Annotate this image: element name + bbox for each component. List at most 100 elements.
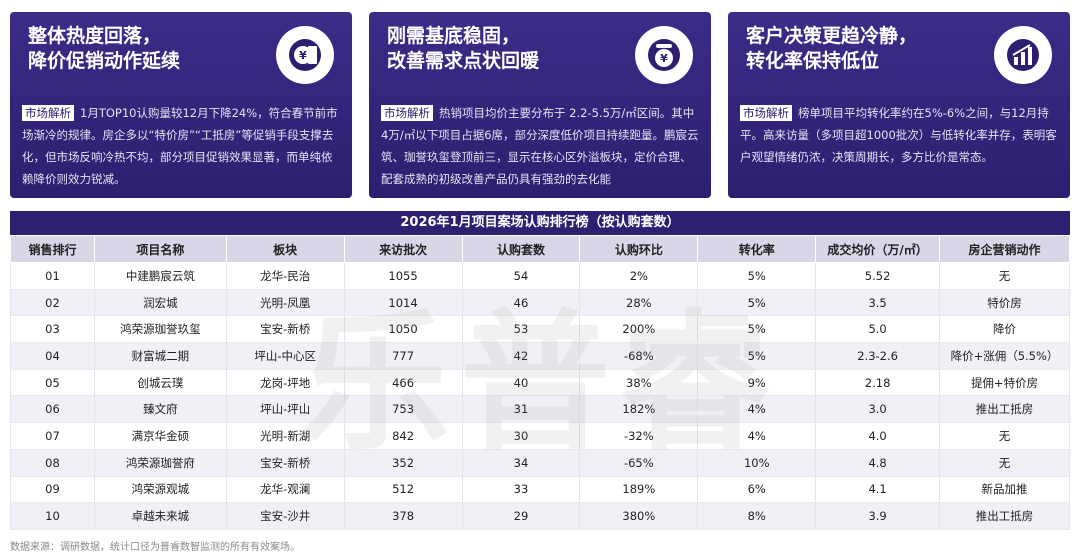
table-cell: 53 (461, 315, 581, 344)
analysis-tag: 市场解析 (381, 105, 433, 121)
table-cell: 润宏城 (93, 289, 227, 317)
table-cell: 宝安-新桥 (225, 449, 345, 477)
column-header: 成交均价（万/㎡） (815, 235, 941, 263)
card-body: 市场解析 1月TOP10认购量较12月下降24%，符合春节前市场渐冷的规律。房企多… (22, 105, 338, 186)
table-cell: 1055 (343, 262, 463, 290)
table-cell: 54 (461, 262, 581, 290)
table-cell: 4% (697, 422, 817, 450)
table-cell: 06 (10, 395, 95, 424)
column-header: 项目名称 (93, 235, 227, 263)
table-cell: 坪山-中心区 (225, 342, 345, 370)
data-source-note: 数据来源：调研数据，统计口径为普睿数智监测的所有有效案场。 (10, 542, 300, 553)
table-row: 10 卓越未来城 宝安-沙井 378 29 380% 8% 3.9 推出工抵房 (10, 502, 1070, 530)
table-cell: 10% (697, 449, 817, 477)
table-cell: 光明-新湖 (225, 422, 345, 450)
table-cell: 创城云璞 (93, 369, 227, 397)
table-cell: 4.0 (815, 422, 941, 450)
table-cell: 200% (579, 315, 699, 344)
card-title: 整体热度回落， 降价促销动作延续 (28, 25, 181, 72)
table-cell: 1050 (343, 315, 463, 344)
table-cell: 352 (343, 449, 463, 477)
table-cell: 6% (697, 476, 817, 504)
table-cell: 466 (343, 369, 463, 397)
column-header: 认购套数 (461, 235, 581, 263)
table-header-row: 销售排行 项目名称 板块 来访批次 认购套数 认购环比 转化率 成交均价（万/㎡） 房企营销动作 (10, 235, 1070, 263)
table-cell: 02 (10, 289, 95, 317)
table-row: 08 鸿荣源珈誉府 宝安-新桥 352 34 -65% 10% 4.8 无 (10, 449, 1070, 477)
table-cell: 无 (939, 449, 1070, 477)
ranking-table: 销售排行 项目名称 板块 来访批次 认购套数 认购环比 转化率 成交均价（万/㎡） 房企营销动作… (10, 235, 1070, 530)
column-header: 认购环比 (579, 235, 699, 263)
table-cell: 05 (10, 369, 95, 397)
card-body: 市场解析 榜单项目平均转化率约在5%-6%之间，与12月持平。高来访量（多项目超1… (740, 105, 1057, 164)
table-cell: 鸿荣源珈誉玖玺 (93, 315, 227, 344)
table-cell: 光明-凤凰 (225, 289, 345, 317)
table-cell: 42 (461, 342, 581, 370)
table-row: 01 中建鹏宸云筑 龙华-民治 1055 54 2% 5% 5.52 无 (10, 262, 1070, 290)
table-cell: 4.8 (815, 449, 941, 477)
card-title: 刚需基底稳固， 改善需求点状回暖 (387, 25, 540, 72)
table-cell: 满京华金硕 (93, 422, 227, 450)
table-cell: 5% (697, 262, 817, 290)
table-cell: 龙岗-坪地 (225, 369, 345, 397)
table-cell: 降价+涨佣（5.5%） (939, 342, 1070, 370)
table-cell: 臻文府 (93, 395, 227, 424)
table-cell: 40 (461, 369, 581, 397)
column-header: 板块 (225, 235, 345, 263)
table-cell: -65% (579, 449, 699, 477)
table-cell: 07 (10, 422, 95, 450)
table-cell: 04 (10, 342, 95, 370)
table-row: 02 润宏城 光明-凤凰 1014 46 28% 5% 3.5 特价房 (10, 289, 1070, 317)
table-cell: 鸿荣源观城 (93, 476, 227, 504)
column-header: 销售排行 (10, 235, 95, 263)
table-cell: 2.18 (815, 369, 941, 397)
table-cell: 5% (697, 342, 817, 370)
table-cell: 512 (343, 476, 463, 504)
table-cell: 龙华-民治 (225, 262, 345, 290)
table-cell: 189% (579, 476, 699, 504)
table-cell: 5.0 (815, 315, 941, 344)
table-row: 06 臻文府 坪山-坪山 753 31 182% 4% 3.0 推出工抵房 (10, 395, 1070, 424)
table-row: 07 满京华金硕 光明-新湖 842 30 -32% 4% 4.0 无 (10, 422, 1070, 450)
table-cell: 01 (10, 262, 95, 290)
table-cell: 龙华-观澜 (225, 476, 345, 504)
table-cell: 宝安-沙井 (225, 502, 345, 530)
table-cell: 34 (461, 449, 581, 477)
table-title: 2026年1月项目案场认购排行榜（按认购套数） (10, 211, 1070, 235)
table-cell: 5% (697, 315, 817, 344)
card-body: 市场解析 热销项目均价主要分布于 2.2-5.5万/㎡区间。其中4万/㎡以下项目占… (381, 105, 699, 186)
table-cell: 753 (343, 395, 463, 424)
table-cell: 鸿荣源珈誉府 (93, 449, 227, 477)
table-cell: 无 (939, 262, 1070, 290)
table-cell: 9% (697, 369, 817, 397)
table-cell: 2.3-2.6 (815, 342, 941, 370)
table-cell: 5% (697, 289, 817, 317)
table-cell: 38% (579, 369, 699, 397)
table-cell: 28% (579, 289, 699, 317)
coin-icon: ¥ (635, 26, 693, 84)
table-cell: 31 (461, 395, 581, 424)
table-cell: 09 (10, 476, 95, 504)
table-row: 05 创城云璞 龙岗-坪地 466 40 38% 9% 2.18 提佣+特价房 (10, 369, 1070, 397)
table-cell: 08 (10, 449, 95, 477)
card-title: 客户决策更趋冷静， 转化率保持低位 (746, 25, 918, 72)
money-icon: ¥ (276, 26, 334, 84)
table-cell: 卓越未来城 (93, 502, 227, 530)
table-cell: 3.0 (815, 395, 941, 424)
analysis-card-2: 刚需基底稳固， 改善需求点状回暖 ¥ 市场解析 热销项目均价主要分布于 2.2-5… (369, 12, 711, 198)
table-cell: 03 (10, 315, 95, 344)
table-cell: 46 (461, 289, 581, 317)
table-cell: 推出工抵房 (939, 395, 1070, 424)
svg-text:¥: ¥ (299, 49, 307, 62)
table-cell: 3.5 (815, 289, 941, 317)
column-header: 房企营销动作 (939, 235, 1070, 263)
table-cell: -68% (579, 342, 699, 370)
table-cell: 新品加推 (939, 476, 1070, 504)
table-cell: 8% (697, 502, 817, 530)
ranking-table-section: 2026年1月项目案场认购排行榜（按认购套数） 销售排行 项目名称 板块 来访批次 认购… (10, 211, 1070, 530)
table-cell: -32% (579, 422, 699, 450)
table-cell: 宝安-新桥 (225, 315, 345, 344)
analysis-card-1: 整体热度回落， 降价促销动作延续 ¥ 市场解析 1月TOP10认购量较12月下降2… (10, 12, 352, 198)
svg-text:¥: ¥ (660, 52, 668, 65)
table-cell: 提佣+特价房 (939, 369, 1070, 397)
